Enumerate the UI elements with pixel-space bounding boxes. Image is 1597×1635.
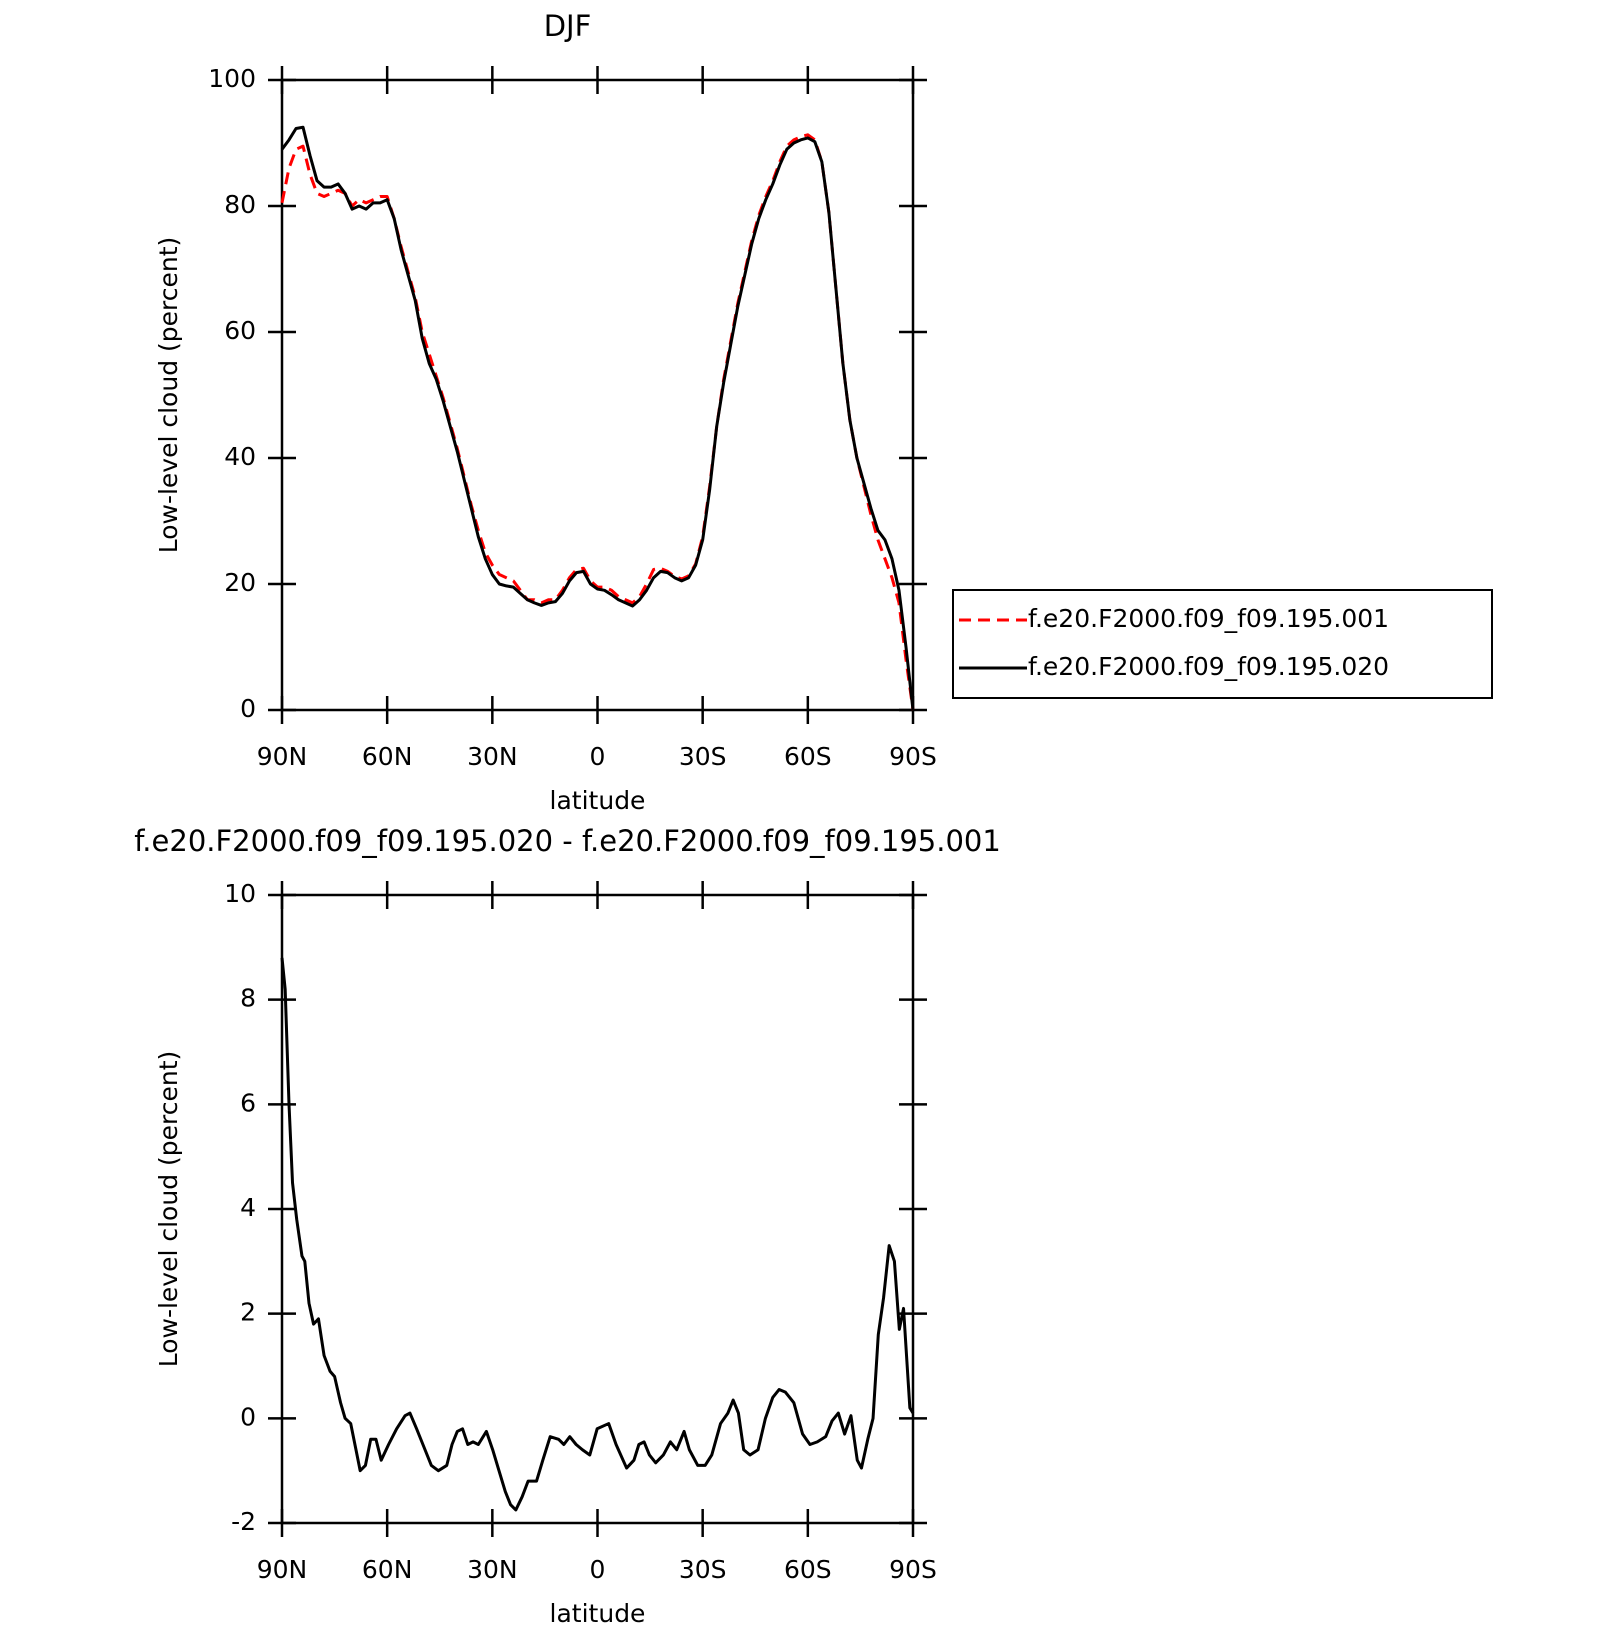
x-tick-label: 60S — [784, 1555, 832, 1584]
x-tick-label: 30S — [679, 742, 727, 771]
x-tick-label: 30S — [679, 1555, 727, 1584]
x-axis-label: latitude — [550, 786, 646, 815]
legend-box — [952, 589, 1493, 699]
chart-title: DJF — [544, 9, 592, 43]
data-line — [280, 125, 915, 711]
legend-label: f.e20.F2000.f09_f09.195.001 — [1028, 604, 1389, 633]
x-tick-label: 90S — [889, 742, 937, 771]
x-tick-label: 0 — [590, 742, 606, 771]
y-tick-label: 40 — [224, 442, 256, 471]
x-tick-label: 30N — [467, 1555, 518, 1584]
y-tick-label: 80 — [224, 190, 256, 219]
x-axis-label: latitude — [550, 1599, 646, 1628]
legend-label: f.e20.F2000.f09_f09.195.020 — [1028, 652, 1389, 681]
y-tick-label: 2 — [240, 1298, 256, 1327]
y-axis-label: Low-level cloud (percent) — [154, 1051, 183, 1368]
y-tick-label: 8 — [240, 984, 256, 1013]
data-line — [280, 133, 915, 711]
y-tick-label: 10 — [224, 879, 256, 908]
x-tick-label: 60S — [784, 742, 832, 771]
y-tick-label: 0 — [240, 694, 256, 723]
x-tick-label: 30N — [467, 742, 518, 771]
y-tick-label: 0 — [240, 1402, 256, 1431]
y-tick-label: 100 — [208, 64, 256, 93]
x-tick-label: 60N — [362, 742, 413, 771]
y-tick-label: -2 — [231, 1507, 256, 1536]
x-tick-label: 90S — [889, 1555, 937, 1584]
y-tick-label: 6 — [240, 1088, 256, 1117]
plot-frame — [280, 78, 915, 712]
y-tick-label: 20 — [224, 568, 256, 597]
y-axis-label: Low-level cloud (percent) — [154, 237, 183, 554]
y-tick-label: 60 — [224, 316, 256, 345]
x-tick-label: 0 — [590, 1555, 606, 1584]
x-tick-label: 90N — [257, 1555, 308, 1584]
x-tick-label: 60N — [362, 1555, 413, 1584]
y-tick-label: 4 — [240, 1193, 256, 1222]
x-tick-label: 90N — [257, 742, 308, 771]
chart-title: f.e20.F2000.f09_f09.195.020 - f.e20.F200… — [134, 824, 1001, 858]
data-line — [280, 957, 915, 1512]
